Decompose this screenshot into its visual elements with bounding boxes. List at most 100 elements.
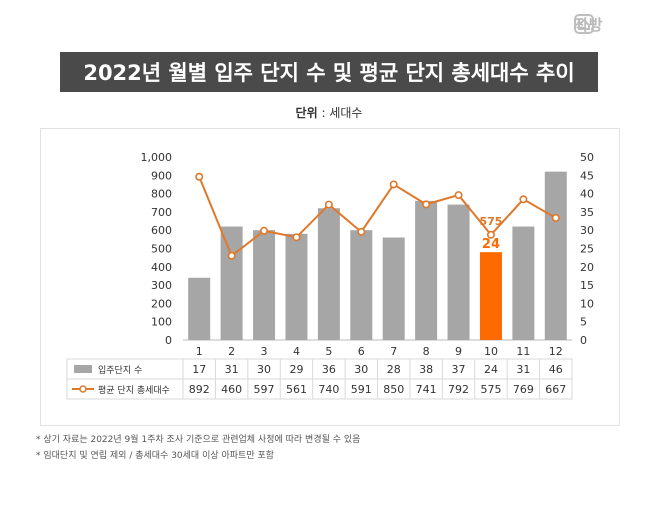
unit-separator: : [317, 106, 330, 120]
x-tick-label: 2 [228, 345, 235, 358]
table-line-value: 575 [480, 383, 501, 396]
footnote-2: * 임대단지 및 연립 제외 / 총세대수 30세대 이상 아파트만 포함 [36, 451, 275, 461]
bar-11 [512, 226, 535, 340]
y-left-tick-label: 700 [151, 206, 172, 219]
y-right-tick-label: 20 [580, 261, 594, 274]
y-left-tick-label: 800 [151, 188, 172, 201]
x-tick-label: 8 [423, 345, 430, 358]
table-bar-value: 36 [322, 363, 336, 376]
footnote-1: * 상기 자료는 2022년 9월 1주차 조사 기준으로 관련업체 사정에 따… [36, 435, 361, 445]
y-left-tick-label: 0 [165, 334, 172, 347]
line-point-1 [195, 172, 204, 181]
table-bar-value: 28 [387, 363, 401, 376]
table-line-value: 597 [254, 383, 275, 396]
bar-4 [285, 233, 308, 340]
table-line-value: 591 [351, 383, 372, 396]
footnotes: * 상기 자료는 2022년 9월 1주차 조사 기준으로 관련업체 사정에 따… [36, 432, 360, 464]
y-left-tick-label: 600 [151, 224, 172, 237]
table-line-value: 561 [286, 383, 307, 396]
bar-10 [479, 252, 502, 340]
y-right-tick-label: 45 [580, 169, 594, 182]
y-right-tick-label: 25 [580, 243, 594, 256]
y-left-tick-label: 300 [151, 279, 172, 292]
bar-6 [350, 230, 373, 340]
y-left-tick-label: 500 [151, 243, 172, 256]
table-bar-value: 31 [225, 363, 239, 376]
table-line-value: 741 [416, 383, 437, 396]
y-right-tick-label: 40 [580, 188, 594, 201]
line-point-8 [422, 200, 431, 209]
bar-3 [253, 230, 276, 340]
line-point-4 [292, 233, 301, 242]
line-point-5 [324, 200, 333, 209]
x-tick-label: 5 [325, 345, 332, 358]
y-right-tick-label: 10 [580, 297, 594, 310]
table-line-value: 460 [221, 383, 242, 396]
table-bar-value: 46 [549, 363, 563, 376]
line-point-7 [389, 180, 398, 189]
x-tick-label: 7 [390, 345, 397, 358]
unit-label-key: 단위 [295, 106, 318, 120]
table-line-value: 892 [189, 383, 210, 396]
highlight-line-label: 575 [479, 215, 502, 228]
table-bar-value: 29 [289, 363, 303, 376]
legend-line-label: 평균 단지 총세대수 [98, 385, 170, 396]
bar-7 [382, 237, 405, 340]
legend-bar-label: 입주단지 수 [98, 364, 142, 376]
table-bar-value: 38 [419, 363, 433, 376]
y-right-tick-label: 15 [580, 279, 594, 292]
y-right-tick-label: 5 [580, 316, 587, 329]
chart-title-bar: 2022년 월별 입주 단지 수 및 평균 단지 총세대수 추이 [60, 52, 598, 92]
table-line-value: 769 [513, 383, 534, 396]
x-tick-label: 4 [293, 345, 300, 358]
table-bar-value: 17 [192, 363, 206, 376]
line-point-3 [260, 226, 269, 235]
x-tick-label: 11 [516, 345, 530, 358]
table-line-value: 740 [318, 383, 339, 396]
bar-1 [188, 277, 211, 340]
x-tick-label: 10 [484, 345, 498, 358]
line-point-11 [519, 195, 528, 204]
y-right-tick-label: 30 [580, 224, 594, 237]
house-logo-icon [574, 14, 594, 34]
legend-line-marker [79, 385, 87, 393]
x-tick-label: 1 [196, 345, 203, 358]
table-line-value: 667 [545, 383, 566, 396]
y-right-tick-label: 35 [580, 206, 594, 219]
x-tick-label: 9 [455, 345, 462, 358]
y-right-tick-label: 0 [580, 334, 587, 347]
table-bar-value: 24 [484, 363, 498, 376]
table-bar-value: 31 [516, 363, 530, 376]
line-point-9 [454, 191, 463, 200]
bar-5 [317, 208, 340, 340]
table-line-value: 792 [448, 383, 469, 396]
table-bar-value: 30 [354, 363, 368, 376]
unit-label-value: 세대수 [329, 106, 363, 120]
bar-2 [220, 226, 243, 340]
y-left-tick-label: 400 [151, 261, 172, 274]
bar-12 [544, 171, 567, 340]
y-left-tick-label: 1,000 [141, 151, 173, 164]
x-tick-label: 3 [261, 345, 268, 358]
table-bar-value: 30 [257, 363, 271, 376]
y-right-tick-label: 50 [580, 151, 594, 164]
legend-bar-swatch [74, 365, 92, 373]
chart-title: 2022년 월별 입주 단지 수 및 평균 단지 총세대수 추이 [83, 61, 575, 85]
bar-9 [447, 204, 470, 340]
bar-8 [415, 200, 438, 340]
x-tick-label: 12 [549, 345, 563, 358]
table-bar-value: 37 [452, 363, 466, 376]
line-point-6 [357, 227, 366, 236]
highlight-bar-label: 24 [482, 237, 500, 252]
y-left-tick-label: 100 [151, 316, 172, 329]
line-point-12 [551, 213, 560, 222]
line-point-10 [486, 230, 495, 239]
unit-label: 단위 : 세대수 [0, 104, 658, 121]
y-left-tick-label: 900 [151, 169, 172, 182]
brand-logo: 직방 [574, 14, 604, 35]
x-tick-label: 6 [358, 345, 365, 358]
y-left-tick-label: 200 [151, 297, 172, 310]
line-point-2 [227, 251, 236, 260]
table-line-value: 850 [383, 383, 404, 396]
